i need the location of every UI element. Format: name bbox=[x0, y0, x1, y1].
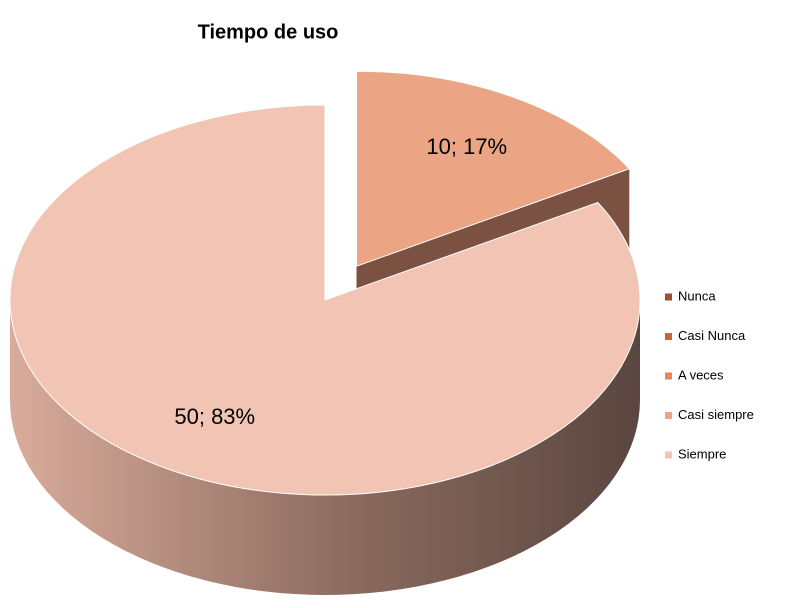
legend-label: Nunca bbox=[678, 288, 716, 303]
legend-label: A veces bbox=[678, 367, 724, 382]
legend-swatch bbox=[665, 333, 672, 340]
slice-side bbox=[10, 300, 640, 595]
chart-title: Tiempo de uso bbox=[198, 21, 339, 43]
slice bbox=[356, 70, 631, 267]
legend-swatch bbox=[665, 451, 672, 459]
legend-swatch bbox=[665, 412, 672, 419]
data-label: 10; 17% bbox=[426, 134, 507, 159]
legend-label: Casi Nunca bbox=[678, 328, 746, 343]
data-label: 50; 83% bbox=[174, 404, 255, 429]
legend-label: Siempre bbox=[678, 446, 726, 461]
slice bbox=[9, 104, 641, 496]
legend-swatch bbox=[665, 293, 672, 301]
legend-label: Casi siempre bbox=[678, 407, 754, 422]
legend-swatch bbox=[665, 372, 672, 380]
